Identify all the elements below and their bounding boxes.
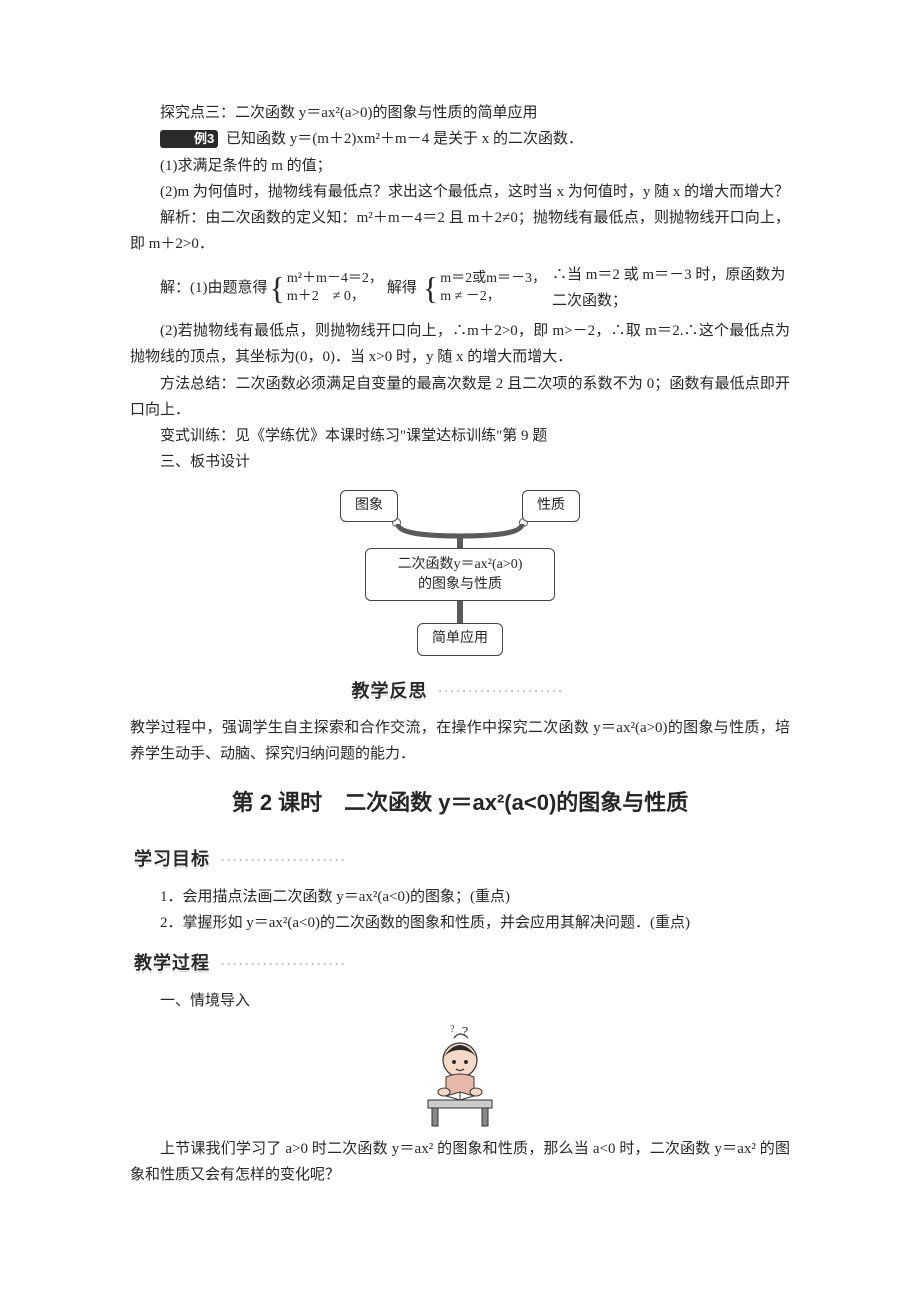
example-text: 已知函数 y＝(m＋2)xm²＋m－4 是关于 x 的二次函数．	[226, 131, 583, 147]
diagram-top-connector	[340, 522, 580, 548]
left-brace-1: {	[270, 272, 285, 304]
brace2-line2: m ≠ －2，	[440, 288, 546, 306]
banner-process: 教学过程 ·····················	[130, 946, 355, 982]
dots-icon: ·····················	[221, 850, 347, 871]
analysis: 解析：由二次函数的定义知：m²＋m－4＝2 且 m＋2≠0；抛物线有最低点，则抛…	[130, 205, 790, 258]
solution-2: (2)若抛物线有最低点，则抛物线开口向上，∴m＋2>0，即 m>－2，∴取 m＝…	[130, 318, 790, 371]
solve-mid: 解得	[387, 275, 417, 301]
dots-icon: ·····················	[439, 681, 565, 702]
question-1: (1)求满足条件的 m 的值；	[130, 153, 790, 179]
brace2-line1: m＝2或m＝－3，	[440, 270, 546, 288]
variant-training: 变式训练：见《学练优》本课时练习"课堂达标训练"第 9 题	[130, 423, 790, 449]
left-brace-2: {	[423, 272, 438, 304]
diagram-node-application: 简单应用	[417, 623, 503, 656]
closing-paragraph: 上节课我们学习了 a>0 时二次函数 y＝ax² 的图象和性质，那么当 a<0 …	[130, 1136, 790, 1189]
diagram-center-l1: 二次函数y＝ax²(a>0)	[380, 555, 540, 575]
svg-text:?: ?	[450, 1024, 455, 1035]
banner-reflection-label: 教学反思	[352, 681, 428, 701]
explore-heading: 探究点三：二次函数 y＝ax²(a>0)的图象与性质的简单应用	[130, 100, 790, 126]
brace1-line1: m²＋m－4＝2，	[287, 270, 383, 288]
diagram-node-property: 性质	[522, 490, 580, 523]
brace1-line2: m＋2 ≠ 0，	[287, 288, 383, 306]
solve-lead: 解：(1)由题意得	[130, 275, 268, 301]
lesson-title: 第 2 课时 二次函数 y＝ax²(a<0)的图象与性质	[130, 784, 790, 823]
reflection-text: 教学过程中，强调学生自主探索和合作交流，在操作中探究二次函数 y＝ax²(a>0…	[130, 715, 790, 768]
banner-process-label: 教学过程	[134, 953, 210, 973]
diagram-node-center: 二次函数y＝ax²(a>0) 的图象与性质	[365, 548, 555, 601]
brace2-content: m＝2或m＝－3， m ≠ －2，	[440, 270, 546, 306]
example-badge: 例3	[160, 130, 218, 148]
concept-diagram: 图象 性质 二次函数y＝ax²(a>0) 的图象与性质 简单应用	[340, 490, 580, 656]
thinking-student-icon: ? ?	[410, 1022, 510, 1132]
method-summary: 方法总结：二次函数必须满足自变量的最高次数是 2 且二次项的系数不为 0；函数有…	[130, 371, 790, 424]
example-line: 例3 已知函数 y＝(m＋2)xm²＋m－4 是关于 x 的二次函数．	[130, 126, 790, 152]
process-intro: 一、情境导入	[130, 988, 790, 1014]
goal-2: 2．掌握形如 y＝ax²(a<0)的二次函数的图象和性质，并会应用其解决问题．(…	[130, 910, 790, 936]
solve-tail: ∴当 m＝2 或 m＝－3 时，原函数为二次函数；	[552, 262, 790, 315]
goal-1: 1．会用描点法画二次函数 y＝ax²(a<0)的图象；(重点)	[130, 884, 790, 910]
board-design: 三、板书设计	[130, 449, 790, 475]
question-2: (2)m 为何值时，抛物线有最低点？求出这个最低点，这时当 x 为何值时，y 随…	[130, 179, 790, 205]
banner-reflection: 教学反思 ·····················	[130, 674, 790, 710]
dots-icon: ·····················	[221, 954, 347, 975]
banner-goal-label: 学习目标	[134, 849, 210, 869]
diagram-bottom-connector	[340, 601, 580, 623]
diagram-center-l2: 的图象与性质	[380, 575, 540, 595]
solution-1-row: 解：(1)由题意得 { m²＋m－4＝2， m＋2 ≠ 0， 解得 { m＝2或…	[130, 262, 790, 315]
brace1-content: m²＋m－4＝2， m＋2 ≠ 0，	[287, 270, 383, 306]
diagram-node-image: 图象	[340, 490, 398, 523]
banner-goal: 学习目标 ·····················	[130, 842, 355, 878]
